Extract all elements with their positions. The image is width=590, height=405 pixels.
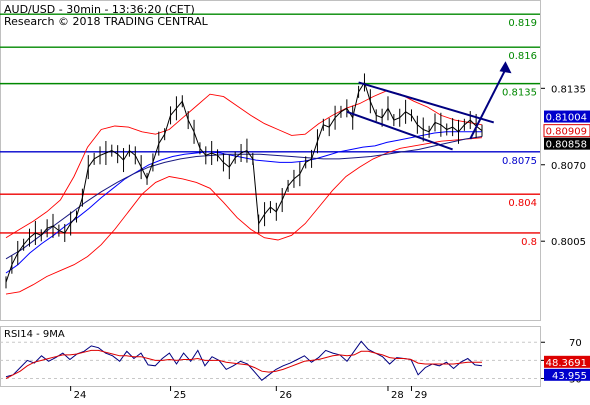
rsi-series bbox=[5, 340, 483, 381]
rsi-panel-frame bbox=[0, 326, 541, 387]
price-badges: 0.81004 0.80909 0.80858 bbox=[543, 110, 590, 151]
level-labels: 0.819 0.816 0.8135 0.8075 0.804 0.8 bbox=[502, 18, 537, 248]
price-badge-label: 0.80909 bbox=[546, 127, 587, 138]
rsi-ma-line bbox=[5, 349, 482, 379]
rsi-badges: 48.3691 43.955 bbox=[544, 355, 590, 382]
level-lines bbox=[0, 13, 540, 234]
rsi-title: RSI14 - 9MA bbox=[4, 329, 65, 340]
price-axis-tick-label: 0.8135 bbox=[551, 84, 586, 95]
x-axis-tick-label: 24 bbox=[74, 390, 87, 400]
x-axis-tick-label: 26 bbox=[279, 390, 292, 400]
price-line bbox=[5, 81, 483, 283]
price-panel-frame bbox=[0, 0, 541, 321]
price-badge-box bbox=[543, 124, 590, 138]
price-axis-tick-label: 0.8005 bbox=[551, 237, 586, 248]
x-axis-tick-label: 25 bbox=[174, 390, 187, 400]
projection-arrow bbox=[469, 61, 512, 140]
price-badge-label: 0.81004 bbox=[546, 113, 587, 124]
moving-averages bbox=[5, 131, 483, 274]
level-label-resistance: 0.819 bbox=[508, 18, 537, 29]
x-axis: 24 25 26 28 29 bbox=[70, 386, 427, 401]
level-label-support: 0.804 bbox=[508, 198, 537, 209]
price-series bbox=[5, 73, 483, 289]
arrow-shaft bbox=[469, 68, 507, 140]
x-axis-tick-label: 29 bbox=[414, 390, 427, 400]
channel-lines bbox=[346, 81, 495, 151]
rsi-badge-label: 43.955 bbox=[552, 371, 587, 382]
rsi-axis-tick-label: 70 bbox=[569, 338, 582, 349]
level-label-support: 0.8 bbox=[521, 237, 537, 248]
price-badge-box bbox=[544, 137, 590, 150]
arrow-head bbox=[499, 61, 512, 74]
level-label-resistance: 0.816 bbox=[508, 51, 537, 62]
x-axis-tick-label: 28 bbox=[391, 390, 404, 400]
channel-upper-line bbox=[358, 81, 495, 124]
rsi-badge-label: 48.3691 bbox=[546, 358, 587, 369]
level-label-resistance: 0.8135 bbox=[502, 88, 537, 99]
price-badge-label: 0.80858 bbox=[546, 140, 587, 151]
level-label-pivot: 0.8075 bbox=[502, 156, 537, 167]
channel-lower-line bbox=[346, 110, 453, 151]
price-badge-box bbox=[544, 110, 590, 123]
symbol-title: AUD/USD - 30min - 13:36:20 (CET) bbox=[4, 3, 195, 16]
rsi-badge-box bbox=[544, 368, 590, 381]
bollinger-lower-line bbox=[5, 137, 483, 295]
price-y-axis: 0.8135 0.8070 0.8005 bbox=[541, 84, 586, 248]
research-credit: Research © 2018 TRADING CENTRAL bbox=[4, 15, 209, 28]
rsi-badge-box bbox=[544, 355, 590, 368]
price-axis-tick-label: 0.8070 bbox=[551, 161, 586, 172]
moving-average-fast-line bbox=[5, 131, 482, 274]
rsi-level-lines bbox=[0, 341, 540, 379]
moving-average-slow-line bbox=[5, 136, 483, 260]
